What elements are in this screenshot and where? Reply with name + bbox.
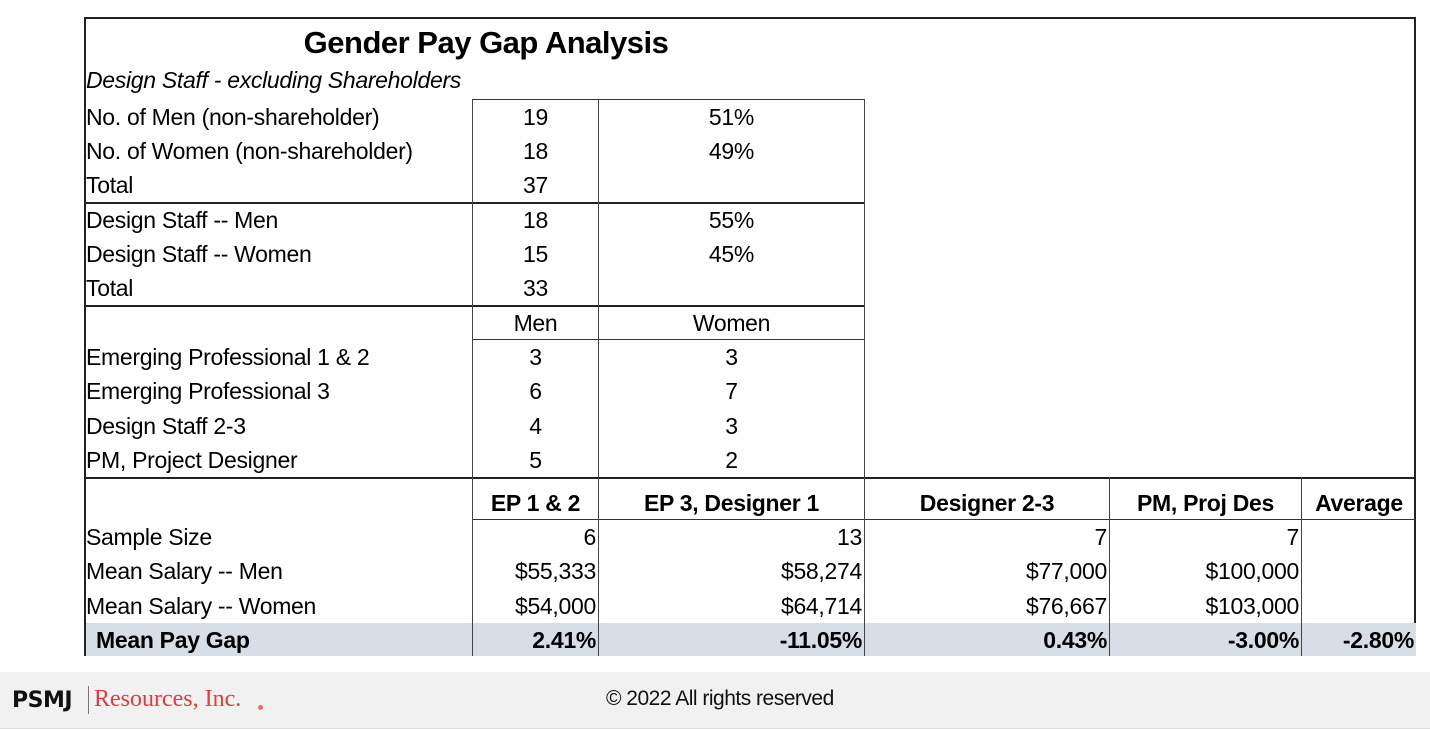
header-pm-projdes: PM, Proj Des [1110,486,1301,520]
pay-gap-table: Gender Pay Gap Analysis Design Staff - e… [84,17,1416,656]
men-ep3: 6 [529,378,542,404]
men-salary-ep12: $55,333 [514,558,596,584]
sample-designer23: 7 [1094,524,1108,550]
row-label-sample-size: Sample Size [86,524,212,550]
men-salary-designer23: $77,000 [1025,558,1107,584]
divider [86,477,1416,479]
header-average: Average [1315,490,1403,516]
divider [1301,477,1302,656]
page-subtitle: Design Staff - excluding Shareholders [86,67,462,93]
row-label-design-total: Total [86,275,134,301]
count-women-nonshareholder: 18 [523,138,548,164]
women-salary-ep3: $64,714 [780,593,862,619]
copyright-notice: © 2022 All rights reserved [606,687,834,710]
men-salary-ep3: $58,274 [780,558,862,584]
gap-average: -2.80% [1342,627,1414,653]
header-men: Men [513,310,558,336]
page-title: Gender Pay Gap Analysis [303,25,669,60]
row-label-women-nonshareholder: No. of Women (non-shareholder) [86,138,413,164]
women-salary-ep12: $54,000 [514,593,596,619]
gap-pm: -3.00% [1227,627,1299,653]
header-ep3-designer1: EP 3, Designer 1 [643,490,820,516]
pct-women-nonshareholder: 49% [708,138,755,164]
row-label-design-men: Design Staff -- Men [86,207,279,233]
divider [86,305,865,307]
sample-ep12: 6 [583,524,597,550]
gap-ep3: -11.05% [779,627,863,653]
divider [472,99,865,100]
divider [1109,477,1110,656]
pct-design-men: 55% [708,207,755,233]
row-label-men-nonshareholder: No. of Men (non-shareholder) [86,104,380,130]
count-design-men: 18 [523,207,548,233]
pct-men-nonshareholder: 51% [708,104,755,130]
footer: PSMJ Resources, Inc. © 2022 All rights r… [0,672,1430,729]
women-ds23: 3 [725,413,738,439]
logo-separator [88,686,89,714]
row-label-ep12: Emerging Professional 1 & 2 [86,344,370,370]
women-ep12: 3 [725,344,738,370]
divider [86,202,865,204]
men-ds23: 4 [529,413,542,439]
header-pm-projdes-label: PM, Proj Des [1137,490,1274,516]
sample-ep3: 13 [837,524,862,550]
divider [598,99,599,656]
count-design-total: 33 [523,275,548,301]
psmj-logo: PSMJ [12,688,73,713]
header-ep12: EP 1 & 2 [490,490,581,516]
women-ep3: 7 [725,378,738,404]
row-label-mean-pay-gap: Mean Pay Gap [96,627,250,653]
row-label-total: Total [86,172,134,198]
women-pm: 2 [725,447,738,473]
mean-pay-gap-band [86,623,1416,656]
men-salary-pm: $100,000 [1205,558,1299,584]
count-design-women: 15 [523,241,548,267]
women-salary-designer23: $76,667 [1025,593,1107,619]
men-pm: 5 [529,447,542,473]
row-label-ds23: Design Staff 2-3 [86,413,246,439]
divider [864,99,865,656]
row-label-mean-salary-men: Mean Salary -- Men [86,558,283,584]
header-women: Women [692,310,771,336]
row-label-pm: PM, Project Designer [86,447,298,473]
gap-designer23: 0.43% [1043,627,1107,653]
men-ep12: 3 [529,344,542,370]
row-label-mean-salary-women: Mean Salary -- Women [86,593,317,619]
count-men-nonshareholder: 19 [523,104,548,130]
divider [472,339,865,340]
row-label-design-women: Design Staff -- Women [86,241,312,267]
women-salary-pm: $103,000 [1205,593,1299,619]
divider [472,99,473,656]
row-label-ep3: Emerging Professional 3 [86,378,330,404]
gap-ep12: 2.41% [532,627,596,653]
count-total: 37 [523,172,548,198]
pct-design-women: 45% [708,241,755,267]
divider [472,519,1416,520]
sample-pm: 7 [1286,524,1300,550]
registered-dot-icon [258,705,263,710]
header-designer23: Designer 2-3 [919,490,1055,516]
logo-company-name: Resources, Inc. [94,686,242,712]
